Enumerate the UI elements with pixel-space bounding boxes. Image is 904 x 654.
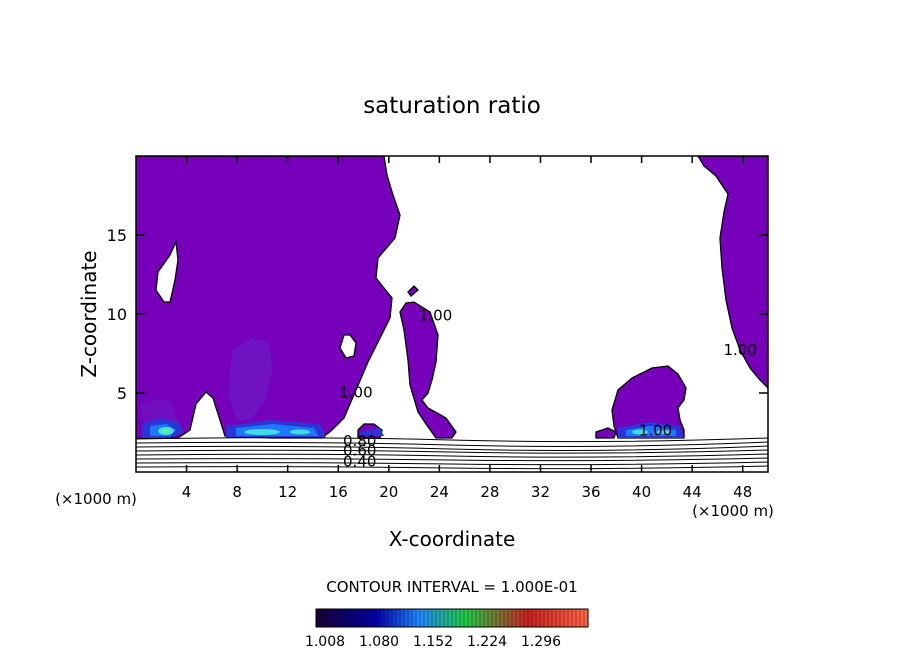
y-axis-ticks: 5 10 15 — [107, 226, 768, 403]
x-tick-label: 24 — [430, 483, 449, 501]
x-tick-label: 16 — [329, 483, 348, 501]
contour-label: 0.40 — [343, 452, 376, 470]
x-tick-label: 36 — [581, 483, 600, 501]
x-axis-unit-left: (×1000 m) — [55, 490, 137, 508]
colorbar-bins — [319, 609, 585, 627]
contour-label: 1.00 — [419, 306, 452, 324]
colorbar-label-2: 1.080 — [359, 634, 399, 650]
supersaturated-region-left — [136, 156, 401, 439]
x-tick-label: 8 — [232, 483, 242, 501]
y-tick-label: 10 — [107, 305, 127, 324]
supersaturated-region-right-center — [611, 365, 687, 439]
surface-contour-lines — [136, 437, 768, 470]
supersaturated-region-right-edge — [697, 156, 768, 389]
small-island-right — [595, 427, 617, 439]
contour-label: 1.00 — [339, 384, 372, 402]
subsaturated-hole-small — [339, 334, 357, 359]
colorbar — [315, 608, 589, 628]
colorbar-label-4: 1.224 — [467, 634, 507, 650]
contour-label: 0.80 — [343, 432, 376, 450]
high-saturation-cores — [142, 418, 684, 438]
x-tick-label: 4 — [182, 483, 192, 501]
small-island-middle — [407, 285, 419, 297]
x-tick-label: 44 — [683, 483, 702, 501]
x-axis-title: X-coordinate — [389, 527, 516, 551]
supersaturated-region-middle — [399, 301, 457, 439]
x-tick-label: 20 — [379, 483, 398, 501]
chart-title: saturation ratio — [363, 93, 541, 119]
contour-label: 1.00 — [639, 422, 672, 440]
x-tick-label: 28 — [480, 483, 499, 501]
contour-label: 0.60 — [343, 441, 376, 459]
colorbar-label-1: 1.008 — [305, 634, 345, 650]
subsaturated-hole-upper — [155, 239, 179, 303]
contour-fill-layer — [136, 156, 768, 439]
x-tick-label: 48 — [733, 483, 752, 501]
contour-labels: 1.00 1.00 1.00 1.00 0.800.600.40 — [339, 306, 757, 470]
y-tick-label: 15 — [107, 226, 127, 245]
contour-label: 1.00 — [723, 341, 756, 359]
y-axis-title: Z-coordinate — [77, 250, 101, 377]
x-tick-label: 32 — [531, 483, 550, 501]
colorbar-label-3: 1.152 — [413, 634, 453, 650]
x-tick-label: 40 — [632, 483, 651, 501]
colorbar-label-5: 1.296 — [521, 634, 561, 650]
y-tick-label: 5 — [117, 384, 127, 403]
interior-darker-region — [228, 338, 272, 420]
x-axis-unit-right: (×1000 m) — [692, 502, 774, 520]
x-axis-ticks: 4 8 12 16 20 24 28 32 36 40 44 48 — [182, 156, 752, 501]
contour-interval-text: CONTOUR INTERVAL = 1.000E-01 — [326, 578, 577, 596]
x-tick-label: 12 — [278, 483, 297, 501]
